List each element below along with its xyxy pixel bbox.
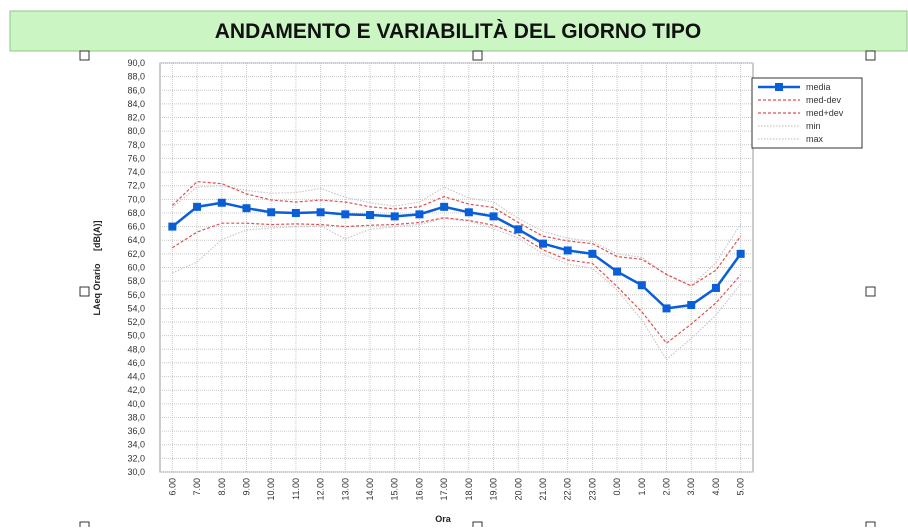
legend-label: media — [806, 82, 831, 92]
point-marker — [217, 198, 226, 207]
x-tick-label: 23.00 — [587, 478, 597, 501]
y-tick-label: 82,0 — [127, 113, 145, 123]
x-tick-label: 16.00 — [414, 478, 424, 501]
x-tick-label: 4.00 — [711, 478, 721, 496]
y-tick-label: 44,0 — [127, 372, 145, 382]
x-tick-label: 11.00 — [291, 478, 301, 500]
point-marker — [514, 225, 523, 234]
y-tick-label: 86,0 — [127, 85, 145, 95]
y-tick-label: 78,0 — [127, 140, 145, 150]
series-line — [171, 185, 742, 287]
y-tick-label: 46,0 — [127, 358, 145, 368]
x-tick-label: 19.00 — [489, 478, 499, 501]
point-marker — [242, 204, 251, 213]
point-marker — [588, 249, 597, 258]
title-bar — [9, 10, 908, 52]
legend-label: min — [806, 121, 821, 131]
x-tick-label: 9.00 — [241, 478, 251, 496]
chart-title: ANDAMENTO E VARIABILITÀ DEL GIORNO TIPO — [215, 20, 702, 43]
legend-marker — [775, 83, 783, 91]
x-tick-label: 10.00 — [266, 478, 276, 501]
series-line — [172, 217, 742, 361]
y-tick-label: 48,0 — [127, 344, 145, 354]
x-tick-label: 15.00 — [390, 478, 400, 501]
y-tick-label: 72,0 — [127, 181, 145, 191]
point-marker — [563, 246, 572, 255]
x-tick-label: 2.00 — [662, 478, 672, 496]
x-axis-title: Ora — [435, 514, 452, 524]
y-tick-label: 58,0 — [127, 276, 145, 286]
y-axis-title: LAeq Orario [dB(A)] — [92, 221, 102, 316]
y-tick-label: 50,0 — [127, 331, 145, 341]
y-tick-label: 84,0 — [127, 99, 145, 109]
point-marker — [687, 300, 696, 309]
x-tick-label: 7.00 — [192, 478, 202, 496]
point-marker — [168, 222, 177, 231]
point-marker — [538, 239, 547, 248]
point-marker — [736, 249, 745, 258]
y-tick-label: 52,0 — [127, 317, 145, 327]
y-tick-label: 34,0 — [127, 440, 145, 450]
series-line — [171, 201, 742, 310]
y-tick-label: 32,0 — [127, 453, 145, 463]
y-tick-label: 66,0 — [127, 222, 145, 232]
x-tick-label: 21.00 — [538, 478, 548, 501]
y-tick-label: 64,0 — [127, 235, 145, 245]
x-tick-label: 1.00 — [637, 478, 647, 496]
point-marker — [366, 211, 375, 220]
legend-label: max — [806, 134, 824, 144]
legend-label: med+dev — [806, 108, 844, 118]
x-tick-label: 17.00 — [439, 478, 449, 501]
series-line — [172, 217, 742, 345]
point-marker — [711, 283, 720, 292]
x-tick-label: 20.00 — [513, 478, 523, 501]
y-tick-label: 56,0 — [127, 290, 145, 300]
x-tick-label: 8.00 — [217, 478, 227, 496]
point-marker — [489, 212, 498, 221]
point-marker — [291, 208, 300, 217]
x-tick-label: 13.00 — [340, 478, 350, 501]
y-tick-label: 62,0 — [127, 249, 145, 259]
y-tick-label: 88,0 — [127, 72, 145, 82]
x-tick-label: 22.00 — [563, 478, 573, 501]
point-marker — [193, 202, 202, 211]
y-tick-label: 76,0 — [127, 153, 145, 163]
y-tick-label: 30,0 — [127, 467, 145, 477]
point-marker — [637, 281, 646, 290]
y-tick-label: 54,0 — [127, 303, 145, 313]
x-tick-label: 3.00 — [686, 478, 696, 496]
y-tick-label: 42,0 — [127, 385, 145, 395]
y-tick-label: 38,0 — [127, 412, 145, 422]
point-marker — [415, 210, 424, 219]
point-marker — [341, 210, 350, 219]
x-tick-label: 14.00 — [365, 478, 375, 501]
series-line — [171, 180, 742, 287]
y-tick-label: 36,0 — [127, 426, 145, 436]
point-marker — [440, 202, 449, 211]
point-marker — [662, 304, 671, 313]
point-marker — [316, 208, 325, 217]
point-marker — [267, 208, 276, 217]
x-tick-label: 6.00 — [167, 478, 177, 496]
y-tick-label: 40,0 — [127, 399, 145, 409]
point-marker — [464, 208, 473, 217]
y-tick-label: 80,0 — [127, 126, 145, 136]
y-tick-label: 68,0 — [127, 208, 145, 218]
point-marker — [613, 267, 622, 276]
y-tick-label: 74,0 — [127, 167, 145, 177]
x-tick-label: 12.00 — [316, 478, 326, 501]
y-tick-label: 90,0 — [127, 58, 145, 68]
y-tick-label: 60,0 — [127, 263, 145, 273]
x-tick-label: 18.00 — [464, 478, 474, 501]
point-marker — [390, 212, 399, 221]
x-tick-label: 5.00 — [736, 478, 746, 496]
x-tick-label: 0.00 — [612, 478, 622, 496]
legend-label: med-dev — [806, 95, 842, 105]
y-tick-label: 70,0 — [127, 194, 145, 204]
